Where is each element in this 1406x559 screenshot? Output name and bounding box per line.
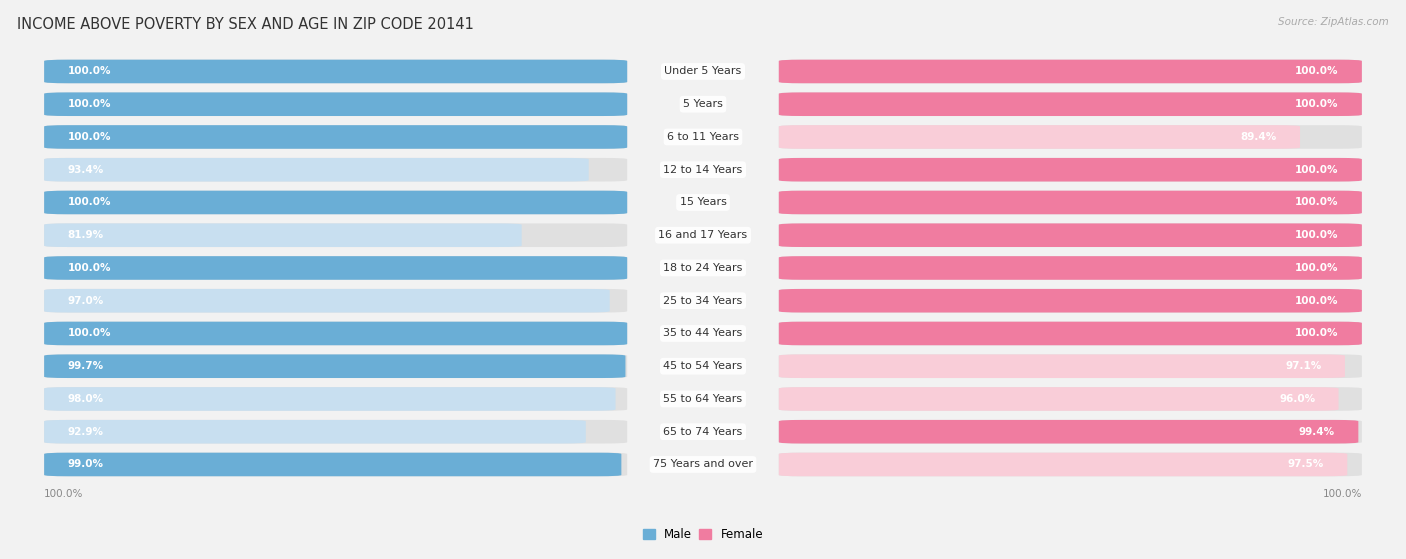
Text: 100.0%: 100.0% [67,132,111,142]
Text: 100.0%: 100.0% [1295,263,1339,273]
Text: 55 to 64 Years: 55 to 64 Years [664,394,742,404]
FancyBboxPatch shape [44,453,627,476]
FancyBboxPatch shape [779,256,1362,280]
Text: 89.4%: 89.4% [1240,132,1277,142]
FancyBboxPatch shape [779,191,1362,214]
FancyBboxPatch shape [44,125,627,149]
FancyBboxPatch shape [44,191,627,214]
Text: 97.1%: 97.1% [1285,361,1322,371]
FancyBboxPatch shape [779,420,1362,443]
FancyBboxPatch shape [44,256,627,280]
FancyBboxPatch shape [44,354,626,378]
Text: 75 Years and over: 75 Years and over [652,459,754,470]
Text: 100.0%: 100.0% [67,67,111,77]
Text: 6 to 11 Years: 6 to 11 Years [666,132,740,142]
FancyBboxPatch shape [779,289,1362,312]
FancyBboxPatch shape [779,321,1362,345]
Text: 100.0%: 100.0% [1295,329,1339,338]
FancyBboxPatch shape [779,354,1362,378]
FancyBboxPatch shape [779,387,1339,411]
Text: 65 to 74 Years: 65 to 74 Years [664,427,742,437]
FancyBboxPatch shape [779,420,1358,443]
FancyBboxPatch shape [779,125,1301,149]
FancyBboxPatch shape [779,453,1362,476]
Text: 16 and 17 Years: 16 and 17 Years [658,230,748,240]
Text: 100.0%: 100.0% [1295,230,1339,240]
FancyBboxPatch shape [779,92,1362,116]
FancyBboxPatch shape [44,224,522,247]
Text: 96.0%: 96.0% [1279,394,1315,404]
FancyBboxPatch shape [779,60,1362,83]
Legend: Male, Female: Male, Female [638,523,768,546]
FancyBboxPatch shape [44,158,627,182]
FancyBboxPatch shape [44,158,589,182]
FancyBboxPatch shape [779,289,1362,312]
FancyBboxPatch shape [779,92,1362,116]
FancyBboxPatch shape [779,387,1362,411]
Text: 45 to 54 Years: 45 to 54 Years [664,361,742,371]
Text: 100.0%: 100.0% [1295,197,1339,207]
Text: 100.0%: 100.0% [67,197,111,207]
FancyBboxPatch shape [779,191,1362,214]
FancyBboxPatch shape [44,321,627,345]
Text: Source: ZipAtlas.com: Source: ZipAtlas.com [1278,17,1389,27]
Text: 98.0%: 98.0% [67,394,104,404]
FancyBboxPatch shape [44,289,610,312]
FancyBboxPatch shape [44,92,627,116]
Text: Under 5 Years: Under 5 Years [665,67,741,77]
Text: 81.9%: 81.9% [67,230,104,240]
FancyBboxPatch shape [44,420,586,443]
Text: 100.0%: 100.0% [67,329,111,338]
Text: 99.4%: 99.4% [1299,427,1336,437]
Text: 5 Years: 5 Years [683,99,723,109]
FancyBboxPatch shape [779,453,1347,476]
Text: INCOME ABOVE POVERTY BY SEX AND AGE IN ZIP CODE 20141: INCOME ABOVE POVERTY BY SEX AND AGE IN Z… [17,17,474,32]
FancyBboxPatch shape [44,256,627,280]
Text: 100.0%: 100.0% [1295,165,1339,175]
Text: 35 to 44 Years: 35 to 44 Years [664,329,742,338]
Text: 100.0%: 100.0% [67,99,111,109]
Text: 99.7%: 99.7% [67,361,104,371]
FancyBboxPatch shape [44,92,627,116]
FancyBboxPatch shape [779,158,1362,182]
FancyBboxPatch shape [779,354,1346,378]
FancyBboxPatch shape [44,224,627,247]
FancyBboxPatch shape [44,60,627,83]
FancyBboxPatch shape [44,60,627,83]
Text: 12 to 14 Years: 12 to 14 Years [664,165,742,175]
Text: 100.0%: 100.0% [67,263,111,273]
Text: 100.0%: 100.0% [1295,296,1339,306]
FancyBboxPatch shape [779,60,1362,83]
FancyBboxPatch shape [44,321,627,345]
Text: 97.0%: 97.0% [67,296,104,306]
FancyBboxPatch shape [779,158,1362,182]
FancyBboxPatch shape [44,125,627,149]
Text: 97.5%: 97.5% [1288,459,1324,470]
FancyBboxPatch shape [779,224,1362,247]
FancyBboxPatch shape [44,354,627,378]
FancyBboxPatch shape [44,387,616,411]
Text: 93.4%: 93.4% [67,165,104,175]
Text: 18 to 24 Years: 18 to 24 Years [664,263,742,273]
FancyBboxPatch shape [779,224,1362,247]
Text: 15 Years: 15 Years [679,197,727,207]
Text: 99.0%: 99.0% [67,459,104,470]
FancyBboxPatch shape [44,387,627,411]
FancyBboxPatch shape [779,256,1362,280]
Text: 25 to 34 Years: 25 to 34 Years [664,296,742,306]
FancyBboxPatch shape [779,321,1362,345]
Text: 100.0%: 100.0% [44,489,83,499]
FancyBboxPatch shape [779,125,1362,149]
Text: 92.9%: 92.9% [67,427,104,437]
FancyBboxPatch shape [44,420,627,443]
Text: 100.0%: 100.0% [1295,99,1339,109]
FancyBboxPatch shape [44,191,627,214]
Text: 100.0%: 100.0% [1323,489,1362,499]
FancyBboxPatch shape [44,453,621,476]
FancyBboxPatch shape [44,289,627,312]
Text: 100.0%: 100.0% [1295,67,1339,77]
